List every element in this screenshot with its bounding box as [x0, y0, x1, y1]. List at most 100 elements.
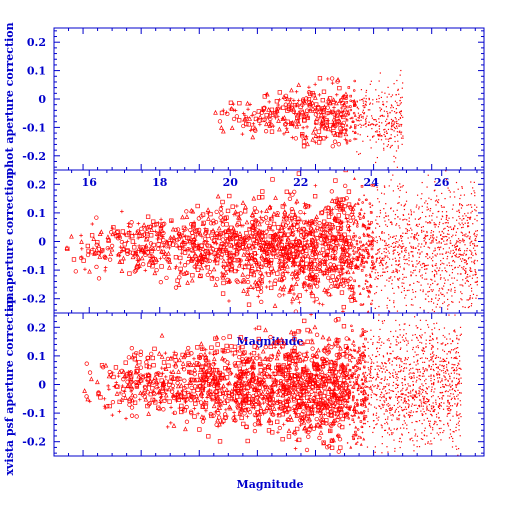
- data-point: [325, 253, 329, 258]
- data-point: [475, 239, 477, 242]
- data-point: [360, 377, 364, 381]
- data-point: [103, 406, 107, 410]
- data-point: [412, 367, 414, 369]
- data-point: [405, 363, 407, 365]
- data-point: [443, 386, 445, 388]
- data-point: [369, 139, 371, 141]
- data-point: [398, 111, 401, 114]
- data-point: [432, 346, 434, 348]
- data-point: [416, 204, 418, 206]
- data-point: [216, 225, 222, 231]
- data-point: [374, 265, 376, 268]
- data-point: [426, 401, 428, 403]
- data-point: [386, 96, 388, 98]
- data-point: [337, 219, 343, 225]
- data-point: [473, 260, 475, 262]
- data-point: [222, 358, 227, 363]
- data-point: [287, 289, 292, 294]
- data-point: [312, 300, 317, 304]
- data-point: [286, 254, 292, 260]
- data-point: [376, 253, 378, 255]
- data-point: [399, 111, 401, 113]
- data-point: [356, 220, 359, 223]
- data-point: [451, 363, 453, 366]
- data-point: [364, 247, 368, 250]
- data-point: [392, 190, 394, 192]
- data-point: [359, 123, 361, 125]
- data-point: [190, 234, 196, 239]
- data-point: [246, 259, 251, 265]
- data-point: [447, 251, 449, 253]
- data-point: [305, 238, 310, 243]
- data-point: [476, 284, 478, 286]
- data-point: [470, 287, 473, 289]
- data-point: [120, 229, 125, 234]
- data-point: [453, 368, 456, 371]
- data-point: [251, 272, 256, 278]
- data-point: [432, 410, 434, 412]
- data-point: [457, 383, 459, 385]
- data-point: [200, 380, 206, 386]
- data-point: [440, 246, 442, 248]
- data-point: [470, 241, 472, 243]
- data-point: [397, 185, 399, 187]
- data-point: [416, 393, 418, 395]
- data-point: [388, 252, 390, 254]
- data-point: [449, 196, 451, 198]
- data-point: [470, 250, 472, 252]
- data-point: [461, 205, 464, 207]
- data-point: [462, 258, 464, 260]
- data-point: [414, 238, 416, 240]
- data-point: [411, 372, 413, 374]
- data-point: [285, 220, 290, 225]
- data-point: [412, 251, 414, 253]
- data-point: [462, 226, 464, 228]
- data-point: [349, 117, 352, 120]
- data-point: [420, 226, 423, 228]
- data-point: [300, 132, 304, 137]
- data-point: [466, 280, 468, 282]
- data-point: [367, 361, 369, 363]
- data-point: [79, 233, 83, 238]
- data-point: [362, 255, 366, 259]
- data-point: [330, 247, 336, 253]
- data-point: [397, 277, 399, 280]
- data-point: [325, 101, 330, 105]
- data-point: [312, 280, 318, 285]
- data-point: [408, 416, 411, 418]
- data-point: [246, 107, 250, 112]
- data-point: [318, 407, 323, 413]
- data-point: [316, 129, 322, 134]
- data-point: [175, 227, 181, 232]
- data-point: [265, 356, 271, 362]
- data-point: [342, 350, 347, 355]
- data-point: [251, 256, 256, 260]
- data-point: [327, 243, 332, 248]
- data-point: [114, 380, 119, 385]
- y-tick-label: 0.1: [27, 207, 46, 220]
- data-point: [468, 306, 470, 308]
- data-point: [322, 233, 328, 239]
- data-point: [368, 98, 370, 101]
- data-point: [314, 272, 319, 278]
- data-point: [357, 198, 361, 201]
- data-point: [302, 318, 307, 324]
- data-point: [454, 246, 456, 249]
- data-point: [406, 428, 408, 430]
- data-point: [439, 221, 441, 224]
- data-point: [457, 273, 459, 275]
- data-point: [179, 251, 184, 256]
- data-point: [119, 268, 125, 273]
- data-point: [472, 254, 474, 257]
- data-point: [188, 207, 194, 213]
- data-point: [432, 231, 435, 233]
- data-point: [443, 240, 445, 242]
- data-point: [393, 369, 395, 371]
- data-point: [300, 110, 305, 115]
- data-point: [442, 360, 444, 363]
- data-point: [445, 218, 447, 221]
- data-point: [142, 384, 148, 390]
- data-point: [428, 399, 430, 401]
- data-point: [376, 348, 378, 350]
- data-point: [166, 264, 172, 270]
